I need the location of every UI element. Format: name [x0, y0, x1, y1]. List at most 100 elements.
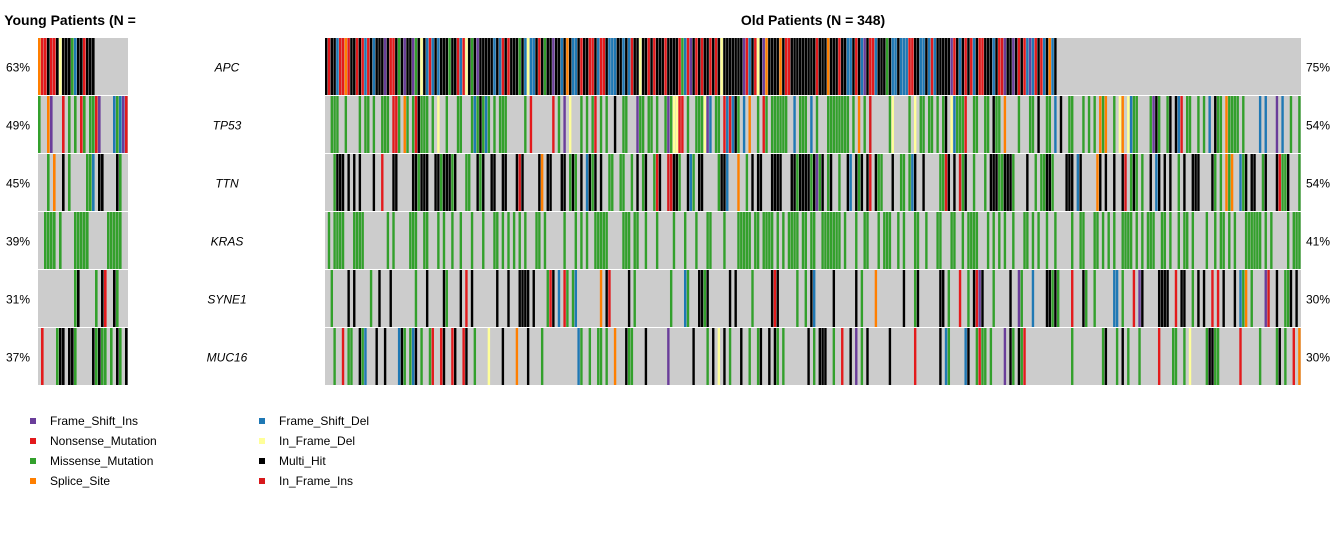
mutation-cell [916, 38, 920, 95]
mutation-cell [490, 154, 493, 211]
mutation-cell [712, 38, 715, 95]
mutation-cell [815, 154, 819, 211]
mutation-cell [549, 154, 552, 211]
mutation-cell [350, 38, 353, 95]
mutation-cell [832, 38, 836, 95]
mutation-cell [827, 154, 830, 211]
mutation-cell [681, 96, 684, 153]
mutation-cell [1031, 270, 1035, 327]
mutation-cell [68, 154, 71, 211]
mutation-cell [1003, 96, 1007, 153]
legend-item: In_Frame_Ins [259, 474, 353, 488]
mutation-cell [1132, 154, 1136, 211]
mutation-cell [776, 270, 779, 327]
gene-label-muc16: MUC16 [207, 351, 248, 365]
mutation-cell [1171, 328, 1175, 385]
mutation-cell [1031, 212, 1035, 269]
mutation-cell [563, 212, 566, 269]
mutation-cell [773, 38, 777, 95]
mutation-cell [92, 328, 95, 385]
mutation-cell [1244, 212, 1248, 269]
mutation-cell [650, 96, 653, 153]
mutation-cell [779, 38, 782, 95]
legend: Frame_Shift_Ins Nonsense_Mutation Missense… [30, 412, 450, 502]
mutation-cell [810, 212, 813, 269]
mutation-cell [759, 38, 763, 95]
mutation-cell [636, 212, 639, 269]
mutation-cell [389, 38, 392, 95]
mutation-cell [327, 212, 331, 269]
mutation-cell [330, 270, 334, 327]
mutation-cell [1177, 96, 1180, 153]
young-percent-label: 63% [6, 61, 30, 75]
mutation-cell [838, 38, 841, 95]
mutation-cell [1023, 212, 1026, 269]
mutation-cell [992, 212, 995, 269]
mutation-cell [77, 38, 80, 95]
mutation-cell [1057, 270, 1060, 327]
mutation-cell [950, 212, 953, 269]
mutation-cell [754, 212, 757, 269]
mutation-cell [1135, 212, 1138, 269]
mutation-cell [667, 328, 670, 385]
mutation-cell [1048, 270, 1051, 327]
mutation-cell [888, 96, 892, 153]
mutation-cell [813, 212, 816, 269]
mutation-cell [978, 38, 981, 95]
mutation-cell [1295, 212, 1298, 269]
mutation-cell [569, 154, 572, 211]
mutation-cell [580, 96, 583, 153]
mutation-cell [877, 154, 880, 211]
mutation-cell [765, 38, 768, 95]
mutation-cell [353, 212, 356, 269]
mutation-cell [74, 212, 77, 269]
mutation-cell [801, 212, 805, 269]
mutation-cell [857, 38, 861, 95]
mutation-cell [1093, 270, 1096, 327]
mutation-cell [911, 154, 914, 211]
mutation-cell [599, 270, 603, 327]
mutation-cell [116, 270, 119, 327]
mutation-cell [101, 270, 104, 327]
mutation-cell [341, 212, 345, 269]
mutation-cell [605, 328, 608, 385]
mutation-cell [113, 270, 116, 327]
mutation-cell [431, 328, 434, 385]
mutation-cell [1160, 212, 1164, 269]
mutation-cell [515, 154, 519, 211]
mutation-cell [939, 270, 942, 327]
mutation-cell [1031, 96, 1035, 153]
mutation-cell [574, 38, 578, 95]
mutation-cell [397, 38, 401, 95]
mutation-cell [835, 96, 838, 153]
mutation-cell [992, 38, 995, 95]
mutation-cell [403, 38, 406, 95]
mutation-cell [821, 38, 824, 95]
mutation-cell [773, 270, 777, 327]
young-percent-label: 39% [6, 235, 30, 249]
mutation-cell [1071, 96, 1074, 153]
mutation-cell [101, 154, 104, 211]
mutation-cell [540, 154, 544, 211]
mutation-cell [411, 38, 415, 95]
gene-label-tp53: TP53 [213, 119, 242, 133]
mutation-cell [95, 328, 98, 385]
mutation-cell [939, 38, 942, 95]
mutation-cell [737, 212, 740, 269]
mutation-cell [824, 38, 827, 95]
mutation-cell [107, 212, 110, 269]
mutation-cell [627, 38, 631, 95]
mutation-cell [897, 38, 900, 95]
mutation-cell [602, 212, 606, 269]
mutation-cell [835, 212, 838, 269]
mutation-cell [431, 38, 434, 95]
mutation-cell [1113, 154, 1116, 211]
mutation-cell [557, 270, 561, 327]
mutation-cell [62, 38, 65, 95]
mutation-cell [526, 38, 530, 95]
mutation-cell [557, 96, 561, 153]
mutation-cell [776, 38, 779, 95]
mutation-cell [1020, 328, 1023, 385]
mutation-cell [381, 38, 384, 95]
mutation-cell [1115, 270, 1119, 327]
